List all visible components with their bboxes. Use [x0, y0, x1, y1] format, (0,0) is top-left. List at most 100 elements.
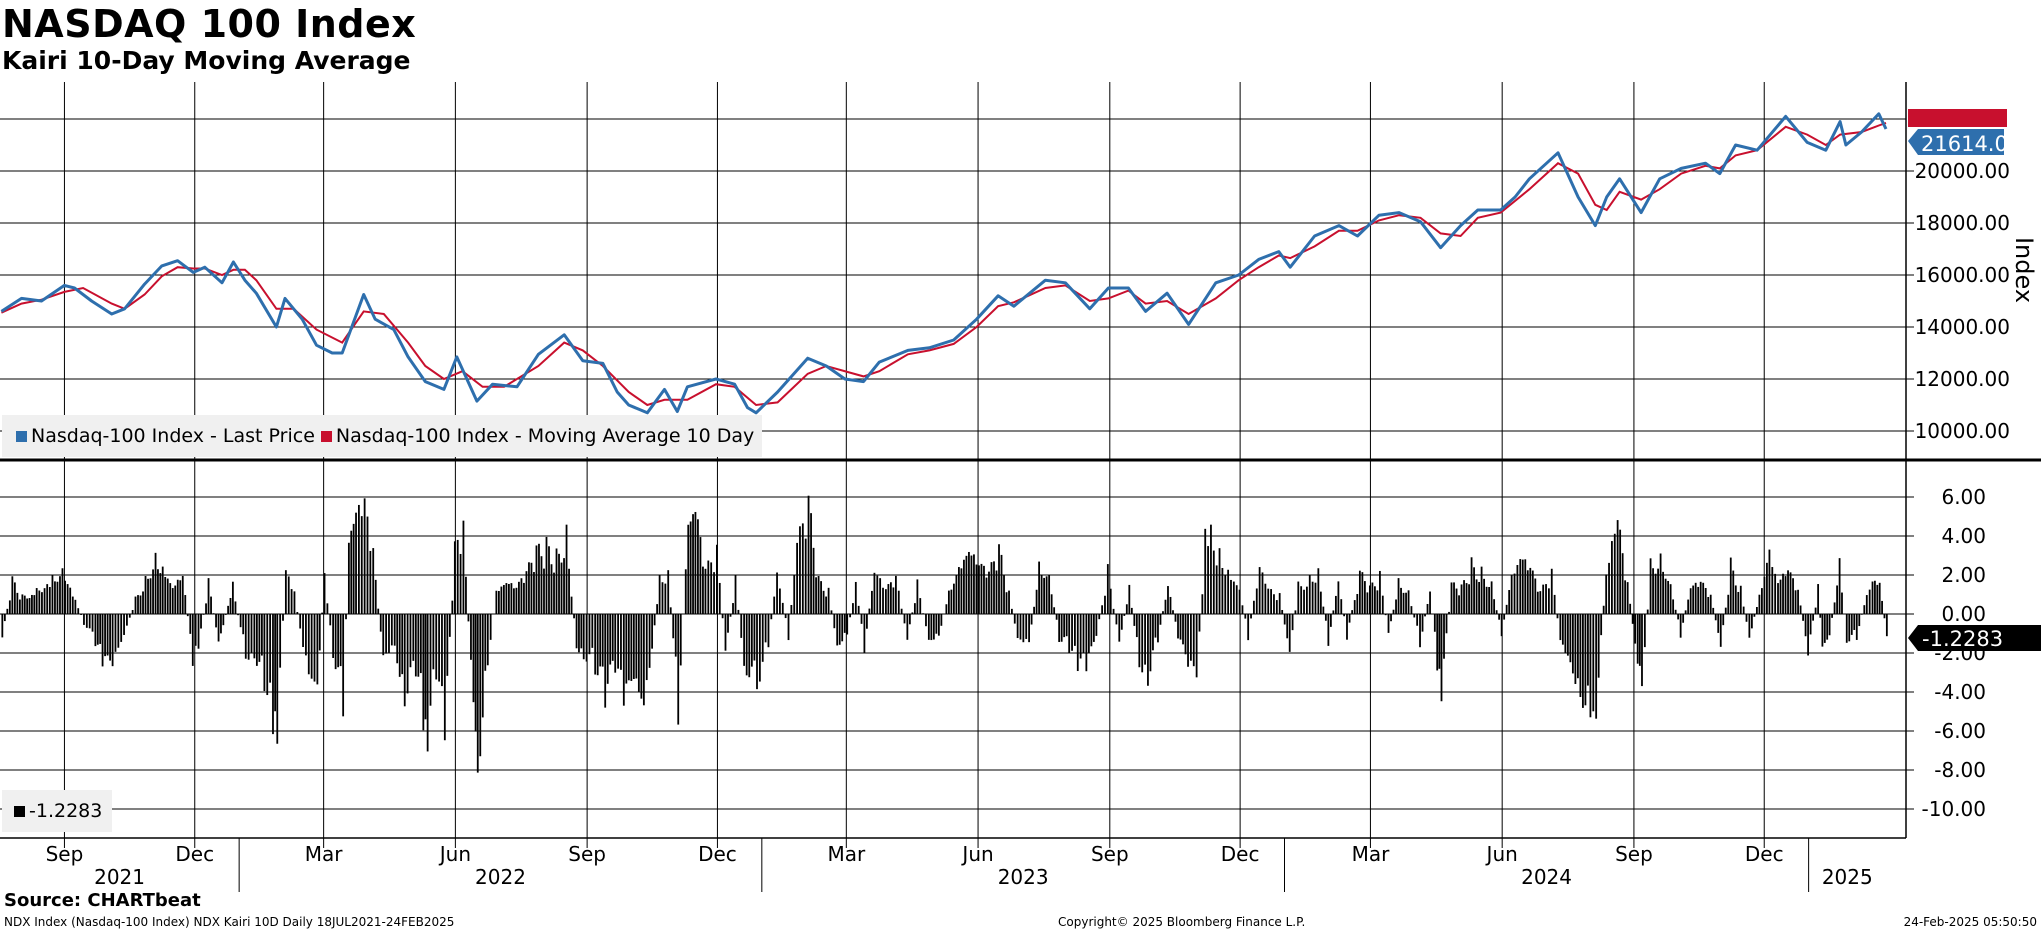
kairi-bar [69, 587, 72, 614]
kairi-bar [197, 614, 200, 649]
kairi-bar [263, 614, 266, 692]
kairi-bar [1204, 528, 1207, 614]
kairi-bar [940, 614, 943, 626]
kairi-bar [258, 614, 261, 662]
kairi-bar [1649, 558, 1652, 614]
kairi-bar [882, 587, 884, 614]
kairi-bar [513, 588, 515, 614]
kairi-bar [699, 537, 702, 614]
moving-average-line [0, 121, 1887, 407]
kairi-bar [1485, 586, 1488, 614]
kairi-bar [748, 614, 751, 678]
kairi-bar [1636, 614, 1639, 664]
kairi-bar [505, 583, 508, 614]
kairi-bar [787, 614, 790, 641]
kairi-bar [1212, 550, 1215, 614]
ytick-label-top: 16000.00 [1915, 263, 2010, 287]
kairi-bar [1600, 614, 1603, 636]
kairi-bar [550, 564, 553, 614]
kairi-bar [1553, 594, 1556, 614]
kairi-bar [1167, 586, 1169, 614]
kairi-bar [945, 604, 948, 614]
kairi-bar [753, 614, 756, 661]
kairi-bar [732, 603, 734, 614]
kairi-bar [841, 614, 844, 642]
kairi-bar [906, 614, 909, 640]
ytick-label-bottom: 4.00 [1941, 524, 1986, 548]
kairi-bar [401, 614, 404, 675]
kairi-bar [1400, 587, 1402, 614]
kairi-bar [645, 614, 648, 681]
kairi-bar [83, 614, 85, 625]
kairi-bar [1424, 614, 1426, 617]
kairi-bar [299, 614, 302, 629]
kairi-bar [1550, 568, 1553, 614]
kairi-bar [975, 564, 978, 614]
kairi-bar [866, 614, 868, 629]
kairi-bar [1699, 581, 1702, 614]
kairi-bar [1519, 559, 1522, 614]
kairi-bar [1490, 581, 1493, 614]
kairi-bar [502, 585, 505, 614]
kairi-bar [988, 571, 990, 614]
kairi-bar [374, 579, 377, 614]
kairi-bar [21, 594, 24, 614]
kairi-bar [1071, 614, 1073, 651]
kairi-bar [1709, 594, 1712, 614]
kairi-bar [1677, 614, 1680, 620]
kairi-bar [1361, 572, 1364, 614]
kairi-bar [1258, 567, 1261, 614]
kairi-bar [968, 551, 970, 614]
kairi-bar [403, 614, 406, 707]
kairi-bar [656, 604, 659, 614]
kairi-bar [1687, 599, 1690, 614]
kairi-bar [1453, 582, 1455, 614]
kairi-bar [863, 614, 866, 653]
kairi-bar [1390, 614, 1392, 622]
kairi-bar [1843, 614, 1846, 615]
kairi-bar [1218, 548, 1221, 614]
kairi-bar [1704, 587, 1707, 614]
kairi-bar [385, 614, 388, 654]
kairi-bar [1300, 586, 1303, 614]
kairi-bar [147, 578, 149, 614]
kairi-bar [1626, 582, 1629, 614]
kairi-bar [737, 609, 740, 614]
kairi-bar [1782, 573, 1784, 614]
kairi-bar [1058, 614, 1061, 642]
kairi-bar [342, 614, 345, 717]
kairi-bar [114, 614, 117, 652]
kairi-bar [1368, 585, 1371, 614]
kairi-bar [352, 523, 355, 614]
kairi-value: -1.2283 [1922, 627, 2003, 651]
kairi-bar [843, 614, 846, 633]
kairi-bar [1742, 606, 1745, 614]
kairi-bar [131, 610, 134, 614]
kairi-bar [776, 572, 778, 614]
kairi-bar [390, 614, 393, 646]
kairi-bar [781, 602, 784, 614]
kairi-bar [889, 582, 892, 614]
kairi-bar [1273, 594, 1275, 614]
kairi-bar [1013, 614, 1016, 624]
kairi-bar [16, 592, 19, 614]
kairi-bar [852, 603, 854, 614]
kairi-bar [1371, 582, 1374, 614]
kairi-bar [1874, 580, 1876, 614]
kairi-bar [594, 614, 597, 675]
kairi-bar [1817, 584, 1820, 614]
kairi-bar [1288, 614, 1291, 652]
kairi-bar [963, 559, 965, 614]
kairi-bar [620, 614, 622, 670]
year-label: 2024 [1521, 865, 1572, 889]
kairi-bar [530, 562, 533, 614]
kairi-bar [1500, 614, 1503, 637]
kairi-bar [817, 576, 820, 614]
kairi-bar [1397, 578, 1400, 614]
kairi-bar [326, 603, 329, 614]
month-label: Sep [568, 842, 606, 866]
kairi-bar [1003, 575, 1005, 614]
kairi-bar [1697, 586, 1700, 614]
kairi-bar [588, 614, 591, 655]
kairi-bar [1761, 588, 1763, 614]
